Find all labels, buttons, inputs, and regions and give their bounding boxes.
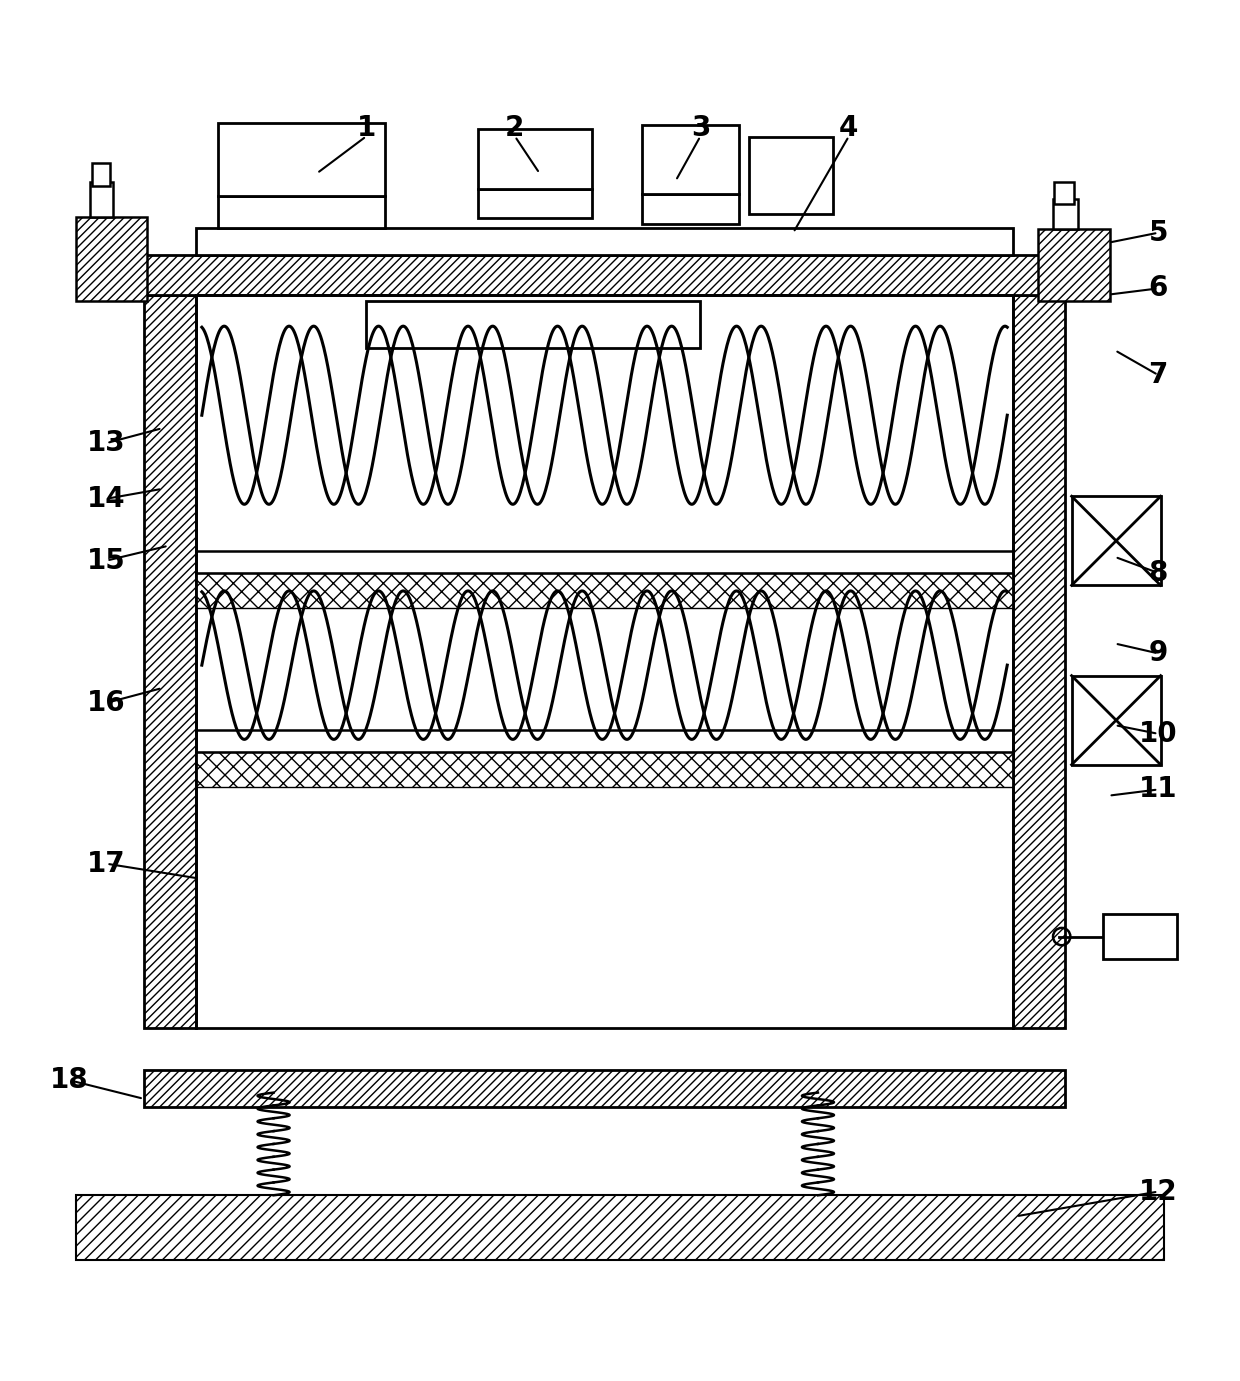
Text: 14: 14 <box>87 485 126 512</box>
Text: 9: 9 <box>1148 639 1168 667</box>
Text: 2: 2 <box>505 113 525 142</box>
Text: 6: 6 <box>1148 275 1168 302</box>
Text: 8: 8 <box>1148 559 1168 587</box>
Bar <box>76 1196 1164 1259</box>
Bar <box>144 255 1065 294</box>
Text: 5: 5 <box>1148 218 1168 247</box>
Bar <box>366 301 701 348</box>
Text: 4: 4 <box>839 113 858 142</box>
Text: 10: 10 <box>1138 720 1178 747</box>
Text: 3: 3 <box>691 113 711 142</box>
Bar <box>642 126 739 195</box>
Text: 13: 13 <box>87 429 126 457</box>
Bar <box>144 294 196 1029</box>
Bar <box>196 294 1013 1029</box>
Bar <box>642 195 739 224</box>
Bar <box>196 753 1013 787</box>
Bar <box>1053 199 1078 229</box>
Bar <box>477 128 591 189</box>
Bar <box>477 189 591 218</box>
Bar <box>91 182 113 217</box>
Bar <box>1071 496 1161 586</box>
Bar <box>1013 294 1065 1029</box>
Bar <box>1071 675 1161 765</box>
Bar <box>92 163 110 185</box>
Text: 16: 16 <box>87 689 126 717</box>
Bar <box>1038 229 1110 301</box>
Bar <box>196 228 1013 255</box>
Text: 7: 7 <box>1148 360 1168 389</box>
Text: 17: 17 <box>87 849 126 878</box>
Bar <box>1054 182 1074 204</box>
Text: 11: 11 <box>1140 776 1178 804</box>
Bar <box>218 196 384 228</box>
Text: 12: 12 <box>1138 1178 1178 1206</box>
Text: 18: 18 <box>50 1066 89 1094</box>
Bar <box>196 573 1013 608</box>
Bar <box>749 137 833 214</box>
Bar <box>144 1070 1065 1108</box>
Bar <box>1102 914 1177 958</box>
Bar <box>218 123 384 196</box>
Text: 15: 15 <box>87 547 126 574</box>
Bar <box>76 217 148 301</box>
Text: 1: 1 <box>357 113 376 142</box>
